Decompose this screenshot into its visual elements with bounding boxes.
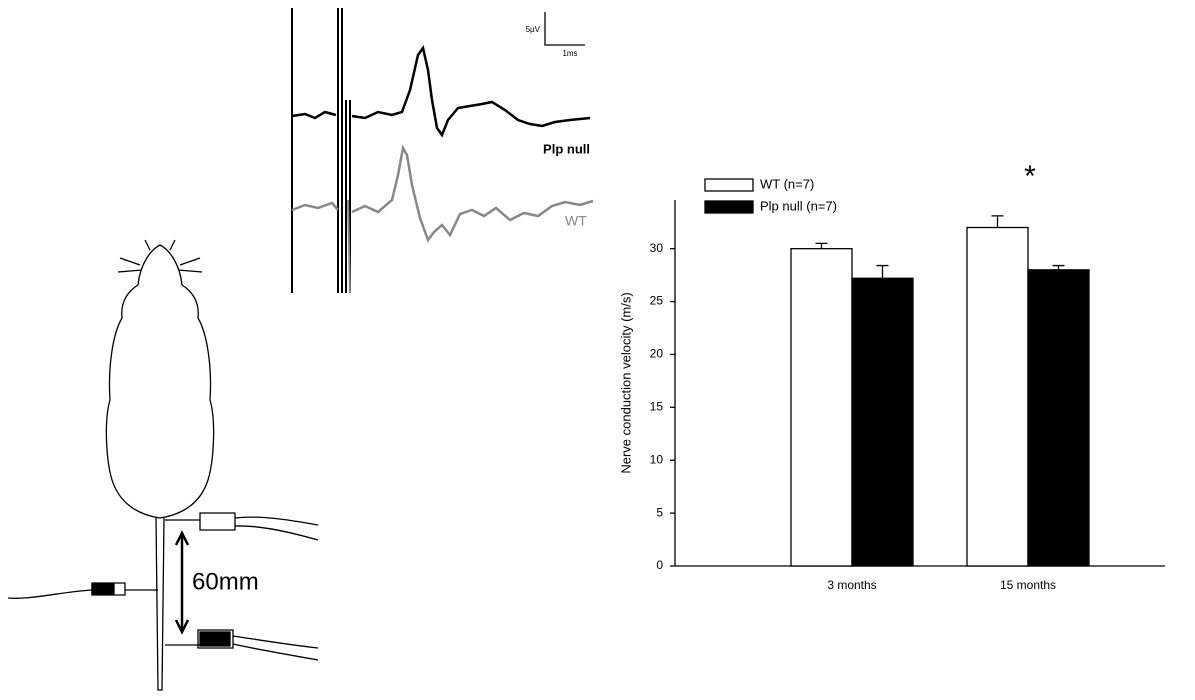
y-tick-label: 15 [650,400,664,414]
mouse-body [105,244,215,519]
y-axis-label: Nerve conduction velocity (m/s) [618,292,633,473]
electrode-fill [91,583,115,595]
x-tick-label: 3 months [827,578,876,592]
mouse-diagram [7,239,319,691]
bar [790,248,853,567]
error-bar [815,242,828,249]
y-tick-label: 10 [650,452,664,466]
scale-time: 1ms [562,49,577,58]
y-tick-label: 5 [656,505,663,519]
stimulus-artifact [337,8,351,293]
y-tick-label: 30 [650,241,664,255]
trace-label: Plp null [543,141,590,156]
distance-label: 60mm [192,568,259,595]
electrode-recording-1 [165,512,319,541]
x-tick-label: 15 months [1000,578,1056,592]
y-tick-label: 0 [656,558,663,572]
trace-label: WT [565,213,587,229]
legend-swatch [704,178,754,192]
legend-label: WT (n=7) [760,176,814,191]
plp-null-trace [291,45,591,138]
y-tick-label: 20 [650,347,664,361]
stimulus-artifact-wt [347,199,351,294]
error-bar [876,264,889,279]
bar [966,226,1029,567]
legend-swatch [704,200,754,214]
ground-electrode [7,582,158,599]
scale-voltage: 5µV [526,25,541,34]
electrode-recording-2 [165,629,319,661]
traces-panel: Plp null WT 5µV 1ms [291,8,594,294]
annotation: * [1024,160,1036,193]
wt-trace [291,144,594,243]
error-bar [1052,264,1065,270]
tail [155,517,165,691]
y-tick-label: 25 [650,294,664,308]
whiskers [117,239,203,273]
scale-bar [544,12,585,46]
legend-label: Plp null (n=7) [760,198,837,213]
error-bar [991,215,1004,228]
bar [1027,269,1090,567]
bar [851,277,914,567]
distance-arrow [174,530,190,635]
bar-chart: Nerve conduction velocity (m/s) 0 5 10 15 20… [618,160,1165,592]
electrode-fill [199,631,231,647]
